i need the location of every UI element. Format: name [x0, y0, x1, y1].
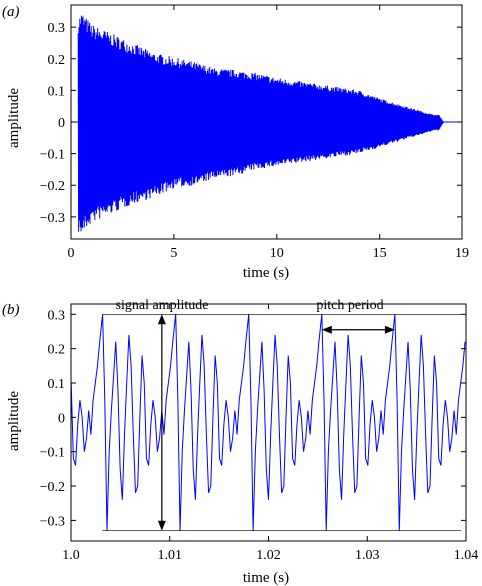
panel-a-ylabel: amplitude — [6, 88, 22, 148]
panel-b-xtick-label: 1.0 — [62, 548, 80, 563]
panel-b-signal — [70, 314, 466, 531]
panel-a-xtick-label: 5 — [170, 246, 177, 261]
panel-b-xtick-label: 1.02 — [256, 548, 281, 563]
panel-a-xtick-label: 0 — [68, 246, 75, 261]
panel-a-ytick-label: 0 — [58, 116, 65, 131]
signal-amplitude-annotation: signal amplitude — [116, 298, 209, 313]
panel-b-xlabel: time (s) — [243, 570, 289, 586]
panel-b-ytick-label: −0.1 — [40, 446, 65, 461]
panel-a-xtick-label: 10 — [270, 246, 284, 261]
panel-b-frame — [70, 303, 467, 542]
panel-a-signal — [71, 15, 462, 232]
panel-a-ytick-label: 0.1 — [48, 84, 66, 99]
panel-a: (a) 0 5 10 15 19 −0.3 −0.2 −0.1 0 0.1 0.2 0.3 time … — [2, 4, 469, 281]
pitch-arrow-head-left — [321, 325, 332, 334]
panel-a-xlabel: time (s) — [243, 265, 289, 281]
amplitude-arrow-head-down — [157, 520, 166, 531]
panel-a-ytick-label: −0.1 — [40, 148, 65, 163]
panel-a-ytick-label: 0.2 — [48, 53, 66, 68]
panel-b-waveform — [70, 314, 466, 531]
amplitude-arrow-head-up — [157, 314, 166, 325]
panel-a-label: (a) — [2, 4, 20, 20]
panel-b-label: (b) — [2, 302, 20, 318]
panel-b-xtick-label: 1.01 — [158, 548, 183, 563]
panel-a-xtick-label: 15 — [373, 246, 387, 261]
panel-a-waveform-core — [78, 36, 444, 211]
panel-b-ylabel: amplitude — [6, 391, 22, 451]
panel-a-waveform — [77, 15, 444, 232]
panel-b-ytick-label: 0.2 — [48, 343, 66, 358]
panel-a-ytick-label: −0.2 — [40, 179, 65, 194]
panel-b-ytick-label: 0 — [58, 411, 65, 426]
panel-a-ytick-label: −0.3 — [40, 211, 65, 226]
panel-b-ytick-label: 0.3 — [48, 308, 66, 323]
panel-a-xtick-label: 19 — [455, 246, 469, 261]
panel-b-axes: 1.0 1.01 1.02 1.03 1.04 −0.3 −0.2 −0.1 0 0.1 0.2 0.… — [40, 303, 479, 563]
panel-b-xtick-label: 1.03 — [355, 548, 380, 563]
panel-b-ytick-label: −0.2 — [40, 480, 65, 495]
panel-b-ytick-label: −0.3 — [40, 514, 65, 529]
panel-b-ytick-label: 0.1 — [48, 377, 66, 392]
pitch-arrow-head-right — [384, 325, 395, 334]
panel-b-annotations — [102, 314, 462, 531]
panel-a-ytick-label: 0.3 — [48, 21, 66, 36]
panel-b: (b) 1.0 1.01 1.02 1.03 1.04 −0.3 −0.2 −0.1 0 0.1 0… — [2, 298, 478, 586]
panel-b-xtick-label: 1.04 — [454, 548, 479, 563]
panel-a-axes: 0 5 10 15 19 −0.3 −0.2 −0.1 0 0.1 0.2 0.3 — [40, 4, 469, 261]
pitch-period-annotation: pitch period — [316, 298, 383, 313]
